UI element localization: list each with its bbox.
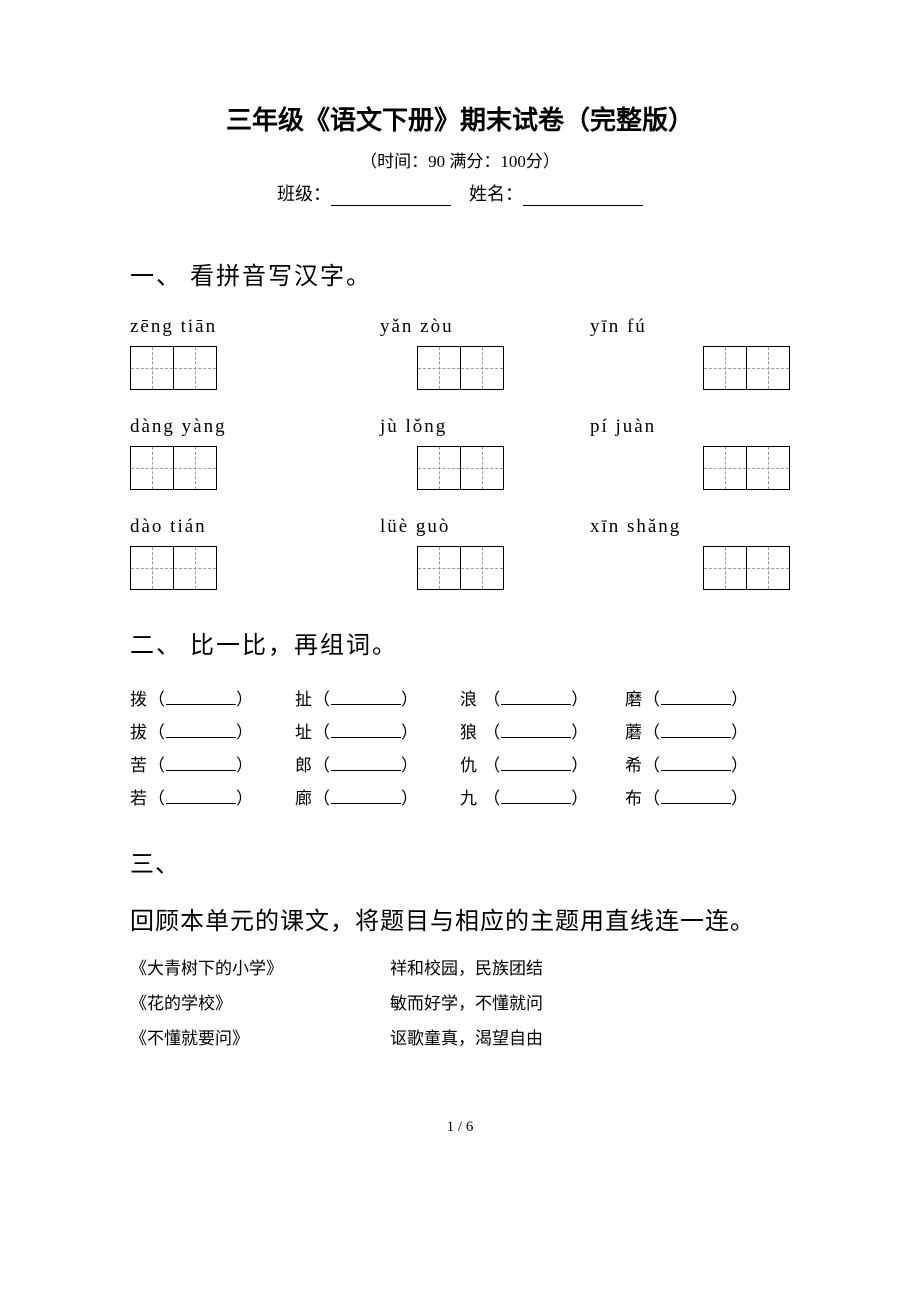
fill-blank[interactable] [331, 691, 401, 705]
class-label: 班级： [277, 184, 331, 204]
match-right: 敏而好学，不懂就问 [390, 989, 790, 1014]
compare-row: 苦（） 郎（） 仇 （） 希（） [130, 751, 790, 776]
compare-cell: 仇 （） [460, 751, 625, 776]
char-box-pair[interactable] [703, 346, 790, 390]
char-box-pair[interactable] [417, 346, 504, 390]
match-right: 祥和校园，民族团结 [390, 954, 790, 979]
section1-heading: 一、 看拼音写汉字。 [130, 256, 790, 291]
match-left: 《不懂就要问》 [130, 1024, 390, 1049]
compare-cell: 浪 （） [460, 685, 625, 710]
compare-cell: 狼 （） [460, 718, 625, 743]
char-box-pair[interactable] [417, 546, 504, 590]
fill-blank[interactable] [661, 757, 731, 771]
fill-blank[interactable] [661, 691, 731, 705]
class-blank[interactable] [331, 188, 451, 206]
section3-instruction: 回顾本单元的课文，将题目与相应的主题用直线连一连。 [130, 901, 790, 936]
section3-heading: 三、 [130, 844, 790, 879]
char-box-pair[interactable] [130, 546, 217, 590]
section3: 三、 回顾本单元的课文，将题目与相应的主题用直线连一连。 《大青树下的小学》 祥… [130, 844, 790, 1049]
pinyin-cell: yǎn zòu [350, 316, 570, 338]
fill-blank[interactable] [166, 691, 236, 705]
pinyin-row: dào tián lüè guò xīn shǎng [130, 516, 790, 538]
page-subtitle: （时间：90 满分：100分） [130, 147, 790, 172]
fill-blank[interactable] [166, 724, 236, 738]
fill-blank[interactable] [501, 790, 571, 804]
name-label: 姓名： [469, 184, 523, 204]
pinyin-cell: lüè guò [350, 516, 570, 538]
compare-cell: 苦（） [130, 751, 295, 776]
match-left: 《花的学校》 [130, 989, 390, 1014]
fill-blank[interactable] [661, 724, 731, 738]
match-row: 《不懂就要问》 讴歌童真，渴望自由 [130, 1024, 790, 1049]
fill-blank[interactable] [501, 691, 571, 705]
compare-cell: 拔（） [130, 718, 295, 743]
pinyin-cell: zēng tiān [130, 316, 350, 338]
page-footer: 1 / 6 [130, 1119, 790, 1136]
compare-cell: 扯（） [295, 685, 460, 710]
fill-blank[interactable] [501, 724, 571, 738]
page-title: 三年级《语文下册》期末试卷（完整版） [130, 100, 790, 137]
pinyin-cell: jù lǒng [350, 416, 570, 438]
fill-blank[interactable] [331, 790, 401, 804]
match-row: 《大青树下的小学》 祥和校园，民族团结 [130, 954, 790, 979]
compare-cell: 廊（） [295, 784, 460, 809]
fill-blank[interactable] [166, 757, 236, 771]
compare-cell: 若（） [130, 784, 295, 809]
pinyin-group-1: zēng tiān yǎn zòu yīn fú [130, 316, 790, 390]
pinyin-group-3: dào tián lüè guò xīn shǎng [130, 516, 790, 590]
char-box-pair[interactable] [417, 446, 504, 490]
match-right: 讴歌童真，渴望自由 [390, 1024, 790, 1049]
compare-cell: 布（） [625, 784, 790, 809]
section2: 二、 比一比，再组词。 拨（） 扯（） 浪 （） 磨（） 拔（） 址（） 狼 （… [130, 625, 790, 809]
pinyin-cell: dào tián [130, 516, 350, 538]
fill-blank[interactable] [661, 790, 731, 804]
char-box-row [130, 446, 790, 490]
fill-blank[interactable] [166, 790, 236, 804]
char-box-pair[interactable] [703, 546, 790, 590]
match-left: 《大青树下的小学》 [130, 954, 390, 979]
char-box-pair[interactable] [130, 346, 217, 390]
compare-row: 若（） 廊（） 九 （） 布（） [130, 784, 790, 809]
char-box-pair[interactable] [703, 446, 790, 490]
compare-cell: 希（） [625, 751, 790, 776]
char-box-pair[interactable] [130, 446, 217, 490]
compare-row: 拨（） 扯（） 浪 （） 磨（） [130, 685, 790, 710]
compare-cell: 蘑（） [625, 718, 790, 743]
fill-blank[interactable] [331, 724, 401, 738]
name-blank[interactable] [523, 188, 643, 206]
char-box-row [130, 346, 790, 390]
compare-cell: 址（） [295, 718, 460, 743]
pinyin-cell: pí juàn [570, 416, 790, 438]
match-row: 《花的学校》 敏而好学，不懂就问 [130, 989, 790, 1014]
fill-blank[interactable] [331, 757, 401, 771]
compare-cell: 拨（） [130, 685, 295, 710]
pinyin-row: dàng yàng jù lǒng pí juàn [130, 416, 790, 438]
pinyin-cell: dàng yàng [130, 416, 350, 438]
pinyin-group-2: dàng yàng jù lǒng pí juàn [130, 416, 790, 490]
section2-heading: 二、 比一比，再组词。 [130, 625, 790, 660]
pinyin-cell: yīn fú [570, 316, 790, 338]
compare-cell: 郎（） [295, 751, 460, 776]
compare-row: 拔（） 址（） 狼 （） 蘑（） [130, 718, 790, 743]
compare-cell: 九 （） [460, 784, 625, 809]
info-line: 班级： 姓名： [130, 180, 790, 206]
pinyin-cell: xīn shǎng [570, 516, 790, 538]
pinyin-row: zēng tiān yǎn zòu yīn fú [130, 316, 790, 338]
fill-blank[interactable] [501, 757, 571, 771]
char-box-row [130, 546, 790, 590]
compare-cell: 磨（） [625, 685, 790, 710]
